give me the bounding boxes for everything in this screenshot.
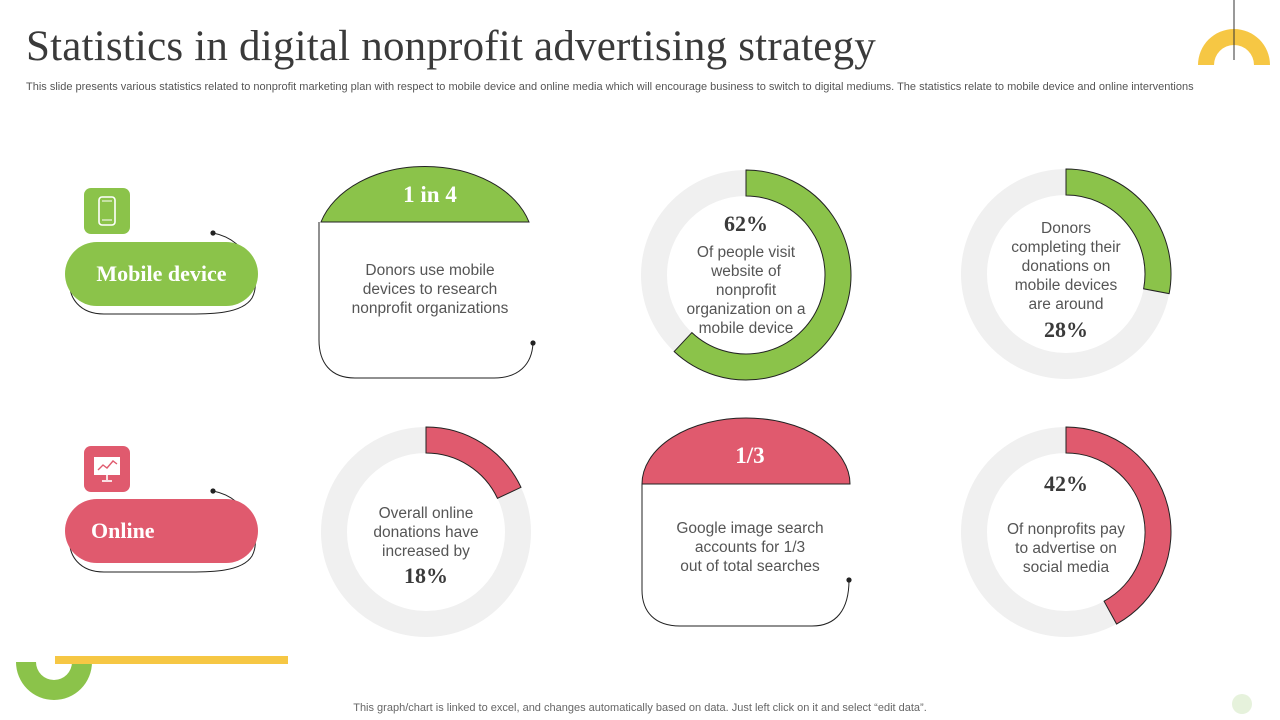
donut-62-arc — [673, 169, 852, 381]
stat-1-in-4-headline: 1 in 4 — [403, 182, 457, 207]
card-1-3-outline — [641, 484, 850, 627]
mobile-device-pill: Mobile device — [65, 242, 258, 306]
stat-62-text: Of people visit website of nonprofit org… — [686, 244, 806, 337]
decor-faint-dot — [1232, 694, 1252, 714]
card-1-in-4-header — [320, 166, 530, 223]
stat-42-text: Of nonprofits pay to advertise on social… — [1006, 521, 1126, 576]
stat-42-value: 42% — [1044, 471, 1088, 496]
donut-18-arc — [425, 426, 522, 500]
donut-28-arc — [1065, 168, 1172, 295]
stat-1-in-4-text: Donors use mobile devices to research no… — [351, 262, 509, 317]
stat-28-value: 28% — [1044, 317, 1088, 342]
stat-28-text: Donors completing their donations on mob… — [1011, 220, 1121, 313]
donut-42-arc — [1065, 426, 1172, 625]
stat-1-3-headline: 1/3 — [735, 443, 765, 468]
decor-green-arc — [16, 662, 92, 700]
mobile-phone-icon — [84, 188, 130, 234]
page-title: Statistics in digital nonprofit advertis… — [26, 23, 876, 70]
page-subtitle: This slide presents various statistics r… — [26, 81, 1194, 93]
stat-18-value: 18% — [404, 563, 448, 588]
presentation-board-icon — [84, 446, 130, 492]
footer-note: This graph/chart is linked to excel, and… — [353, 702, 927, 714]
stat-62-value: 62% — [724, 211, 768, 236]
online-pill: Online — [65, 499, 258, 563]
decor-yellow-arc — [1198, 29, 1270, 65]
decor-yellow-bar — [55, 656, 288, 664]
card-1-in-4-outline — [318, 222, 534, 379]
stat-18-text: Overall online donations have increased … — [373, 505, 479, 560]
card-1-3-header — [641, 417, 851, 485]
stat-1-3-text: Google image search accounts for 1/3 out… — [676, 520, 824, 575]
